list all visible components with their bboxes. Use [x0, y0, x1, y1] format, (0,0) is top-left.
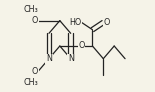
- Text: O: O: [103, 18, 110, 27]
- Text: N: N: [46, 54, 52, 63]
- Text: HO: HO: [69, 18, 82, 27]
- Text: CH₃: CH₃: [23, 78, 38, 87]
- Text: O: O: [32, 16, 38, 25]
- Text: O: O: [78, 41, 85, 51]
- Text: N: N: [68, 54, 74, 63]
- Text: O: O: [32, 67, 38, 76]
- Text: CH₃: CH₃: [23, 5, 38, 14]
